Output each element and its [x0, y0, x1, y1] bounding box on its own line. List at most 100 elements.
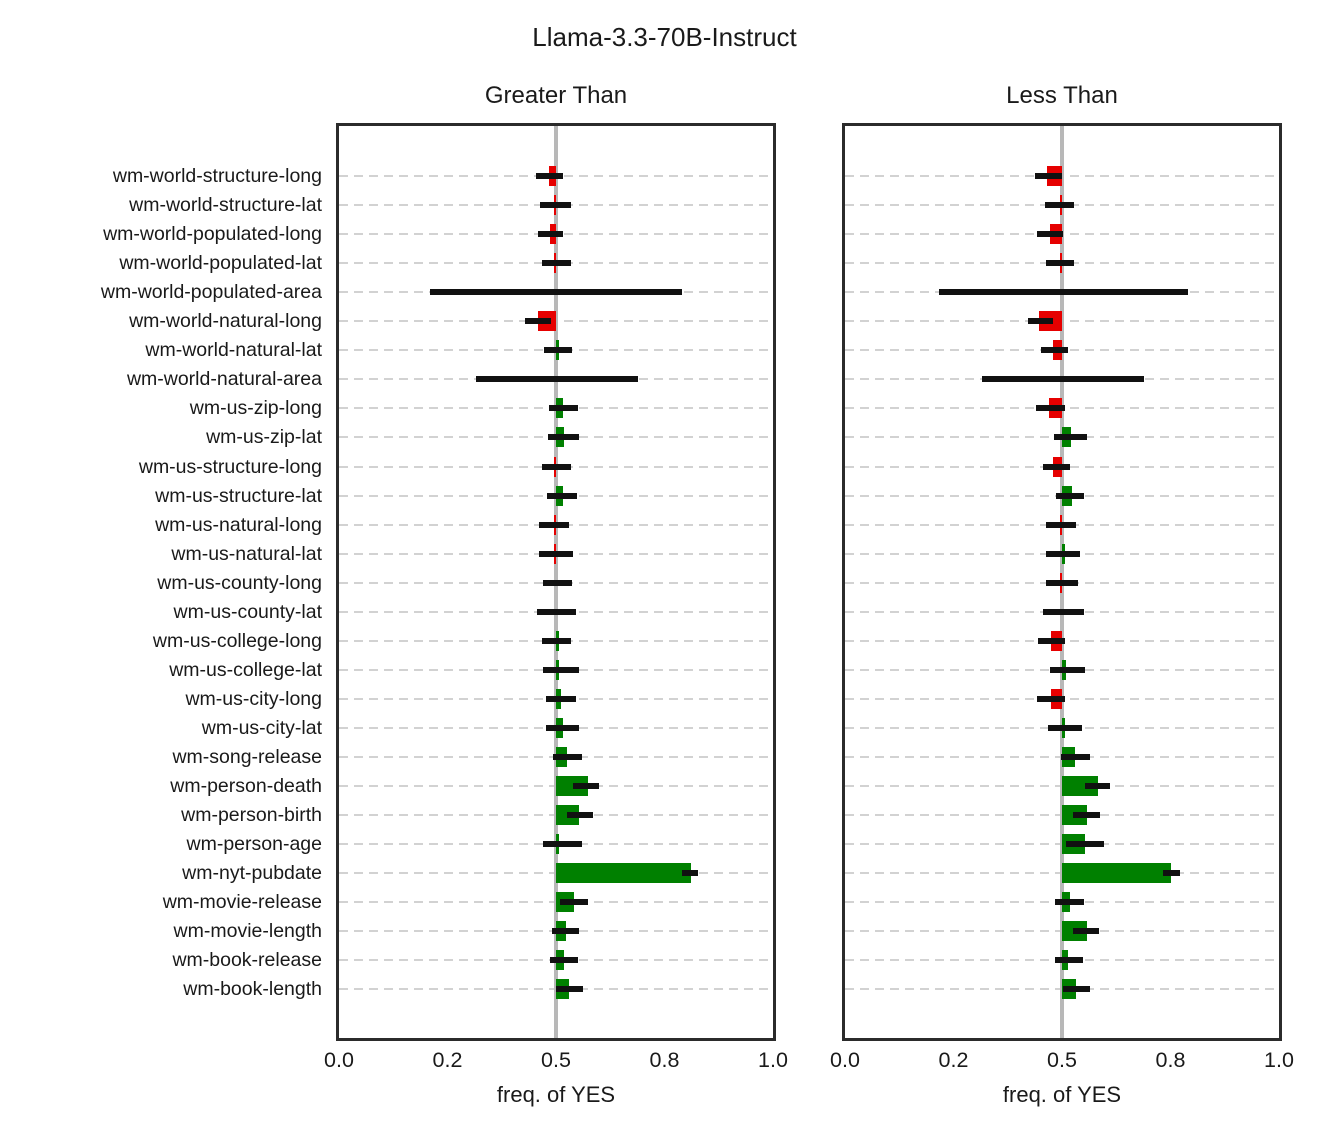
category-label-wm-us-zip-lat: wm-us-zip-lat — [206, 426, 322, 449]
error-bar-wm-world-natural-long — [1028, 318, 1054, 325]
error-bar-wm-us-college-long — [1037, 637, 1066, 644]
error-bar-wm-us-natural-long — [539, 521, 570, 528]
error-bar-wm-us-county-lat — [1043, 608, 1084, 615]
error-bar-wm-movie-release — [560, 899, 589, 906]
error-bar-wm-person-death — [573, 783, 600, 790]
category-label-wm-us-county-lat: wm-us-county-lat — [173, 600, 322, 623]
error-bar-wm-movie-release — [1055, 899, 1084, 906]
error-bar-wm-book-release — [550, 957, 578, 964]
category-label-wm-us-structure-lat: wm-us-structure-lat — [155, 484, 322, 507]
error-bar-wm-song-release — [1061, 754, 1090, 760]
error-bar-wm-us-city-lat — [545, 724, 579, 731]
x-tick-1.0: 1.0 — [1264, 1048, 1294, 1072]
error-bar-wm-movie-length — [552, 928, 579, 935]
x-tick-0.0: 0.0 — [830, 1048, 860, 1072]
category-label-wm-nyt-pubdate: wm-nyt-pubdate — [182, 862, 322, 885]
category-label-wm-world-populated-lat: wm-world-populated-lat — [119, 252, 322, 275]
category-label-wm-person-age: wm-person-age — [186, 833, 322, 856]
error-bar-wm-book-release — [1054, 957, 1083, 964]
x-axis-ticks-greater-than: 0.0 0.2 0.5 0.8 1.0 — [324, 1048, 788, 1076]
category-label-wm-world-structure-lat: wm-world-structure-lat — [129, 194, 322, 217]
error-bar-wm-us-structure-long — [1042, 463, 1071, 470]
error-bar-wm-us-zip-lat — [1054, 434, 1087, 441]
plot-area-less-than — [842, 123, 1282, 1041]
error-bar-wm-us-structure-lat — [546, 492, 578, 499]
bar-wm-person-death — [1062, 776, 1099, 797]
panel-title-less-than: Less Than — [1006, 82, 1118, 109]
error-bar-wm-us-natural-long — [1045, 521, 1076, 528]
x-tick-0.2: 0.2 — [432, 1048, 463, 1072]
error-bar-wm-world-natural-area — [475, 376, 639, 383]
category-label-wm-world-natural-area: wm-world-natural-area — [126, 368, 322, 391]
x-tick-0.5: 0.5 — [1047, 1048, 1077, 1072]
error-bar-wm-us-zip-long — [1035, 405, 1065, 412]
error-bar-wm-us-zip-lat — [547, 434, 579, 441]
category-label-wm-us-structure-long: wm-us-structure-long — [138, 455, 322, 478]
category-label-wm-world-populated-area: wm-world-populated-area — [100, 281, 322, 304]
x-axis-label-greater-than: freq. of YES — [496, 1082, 616, 1107]
error-bar-wm-us-county-lat — [537, 608, 577, 615]
category-label-wm-us-college-long: wm-us-college-long — [152, 629, 322, 652]
category-label-wm-world-natural-lat: wm-world-natural-lat — [145, 339, 322, 362]
error-bar-wm-world-populated-long — [538, 231, 563, 238]
x-tick-0.5: 0.5 — [541, 1048, 571, 1072]
y-axis-labels: wm-world-structure-long wm-world-structur… — [0, 123, 329, 1041]
bar-wm-person-death — [556, 776, 589, 797]
error-bar-wm-us-zip-long — [548, 405, 578, 412]
error-bar-wm-us-college-lat — [1050, 666, 1085, 673]
bar-wm-nyt-pubdate — [556, 863, 691, 884]
error-bar-wm-world-structure-long — [536, 173, 563, 179]
error-bar-wm-world-populated-lat — [1045, 260, 1075, 267]
category-label-wm-world-structure-long: wm-world-structure-long — [112, 165, 322, 187]
error-bar-wm-us-county-long — [1046, 579, 1078, 586]
x-axis-label-less-than: freq. of YES — [1002, 1082, 1122, 1107]
error-bar-wm-world-structure-lat — [539, 202, 572, 209]
x-tick-0.2: 0.2 — [938, 1048, 969, 1072]
category-label-wm-us-natural-lat: wm-us-natural-lat — [171, 542, 322, 565]
error-bar-wm-us-college-long — [542, 637, 572, 644]
bar-wm-nyt-pubdate — [1062, 863, 1171, 884]
error-bar-wm-world-populated-area — [430, 289, 682, 296]
error-bar-wm-world-natural-area — [982, 376, 1145, 383]
figure-title: Llama-3.3-70B-Instruct — [532, 22, 797, 52]
error-bar-wm-book-length — [556, 986, 583, 993]
error-bar-wm-world-structure-long — [1035, 173, 1062, 179]
category-label-wm-song-release: wm-song-release — [172, 746, 322, 768]
error-bar-wm-us-city-long — [1037, 695, 1065, 702]
error-bar-wm-us-structure-long — [541, 463, 572, 470]
x-tick-0.0: 0.0 — [324, 1048, 354, 1072]
error-bar-wm-person-death — [1085, 783, 1111, 790]
category-label-wm-us-city-lat: wm-us-city-lat — [201, 716, 322, 739]
error-bar-wm-nyt-pubdate — [1162, 870, 1180, 877]
error-bar-wm-movie-length — [1072, 928, 1100, 935]
x-axis-ticks-less-than: 0.0 0.2 0.5 0.8 1.0 — [830, 1048, 1294, 1076]
error-bar-wm-nyt-pubdate — [681, 870, 698, 877]
category-label-wm-book-length: wm-book-length — [183, 978, 322, 1001]
x-tick-1.0: 1.0 — [758, 1048, 788, 1072]
error-bar-wm-person-age — [542, 841, 582, 848]
error-bar-wm-us-college-lat — [542, 666, 579, 673]
category-label-wm-movie-release: wm-movie-release — [162, 891, 322, 914]
category-label-wm-us-zip-long: wm-us-zip-long — [189, 397, 322, 420]
error-bar-wm-world-structure-lat — [1044, 202, 1075, 209]
error-bar-wm-world-natural-lat — [543, 347, 573, 354]
x-tick-0.8: 0.8 — [649, 1048, 680, 1072]
category-label-wm-world-natural-long: wm-world-natural-long — [129, 310, 322, 333]
plot-area-greater-than — [336, 123, 776, 1041]
category-label-wm-person-death: wm-person-death — [170, 775, 322, 798]
error-bar-wm-us-city-long — [546, 695, 576, 702]
error-bar-wm-person-age — [1065, 841, 1104, 848]
error-bar-wm-song-release — [553, 754, 582, 760]
error-bar-wm-world-populated-long — [1036, 231, 1063, 238]
error-bar-wm-world-natural-long — [524, 318, 551, 325]
error-bar-wm-us-county-long — [542, 579, 573, 586]
category-label-wm-us-county-long: wm-us-county-long — [157, 571, 322, 594]
category-label-wm-us-college-lat: wm-us-college-lat — [169, 658, 322, 681]
category-label-wm-person-birth: wm-person-birth — [181, 804, 322, 827]
panel-title-greater-than: Greater Than — [484, 82, 628, 109]
error-bar-wm-book-length — [1062, 986, 1090, 993]
category-label-wm-us-natural-long: wm-us-natural-long — [155, 513, 322, 536]
error-bar-wm-person-birth — [566, 812, 593, 819]
error-bar-wm-us-natural-lat — [1045, 550, 1081, 557]
